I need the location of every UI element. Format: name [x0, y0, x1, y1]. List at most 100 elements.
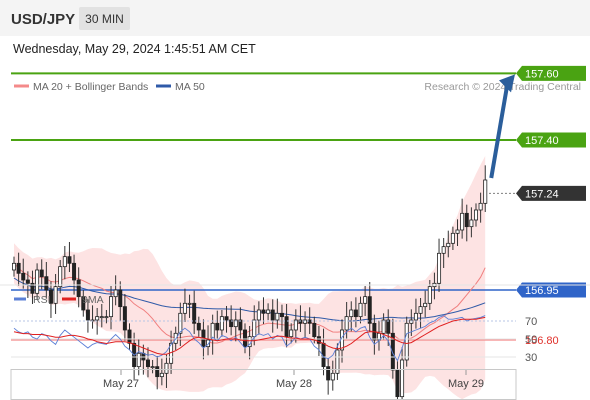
candle-body [303, 319, 308, 324]
candle [118, 281, 123, 322]
rsi-legend-label: RSI [33, 294, 51, 306]
datetime-label: Wednesday, May 29, 2024 1:45:51 AM CET [13, 42, 256, 56]
candle [39, 259, 44, 290]
candle [238, 307, 243, 341]
candle-body [381, 319, 386, 334]
candle [335, 343, 340, 380]
candle-body [418, 306, 423, 314]
candle-body [196, 322, 201, 331]
candle-body [62, 256, 67, 268]
candle-body [349, 309, 354, 318]
candle-body [206, 339, 211, 348]
candle-body [35, 269, 40, 294]
candle [284, 303, 289, 348]
candle [469, 207, 474, 238]
level-label-157-40: 157.40 [525, 135, 559, 147]
candle-body [256, 309, 261, 321]
candle-body [469, 219, 474, 228]
interval-badge[interactable] [79, 7, 130, 30]
candle [48, 281, 53, 318]
candle-body [164, 362, 169, 374]
candle [215, 310, 220, 341]
candle-body [441, 246, 446, 254]
candle [182, 288, 187, 322]
candle [450, 226, 455, 250]
candle [279, 304, 284, 332]
candle [256, 301, 261, 335]
candle [464, 204, 469, 242]
candle-body [386, 319, 391, 334]
bollinger-bands [14, 156, 486, 400]
candle [349, 301, 354, 332]
candle [307, 307, 312, 334]
arrow-head [499, 74, 515, 93]
candle-body [266, 309, 271, 314]
candle [367, 281, 372, 332]
candle [423, 290, 428, 318]
level-label-157-24: 157.24 [525, 188, 559, 200]
candle-body [229, 319, 234, 328]
candle [437, 238, 442, 292]
candle-body [464, 212, 469, 228]
candle-body [67, 256, 72, 264]
candle-body [76, 279, 81, 298]
candle [150, 359, 155, 374]
candle [441, 237, 446, 268]
candle [376, 320, 381, 351]
candle [330, 360, 335, 391]
candle [99, 303, 104, 328]
candle [418, 297, 423, 328]
candle-body [72, 262, 77, 281]
bollinger-band-area [14, 156, 486, 400]
candle-body [25, 279, 30, 284]
level-label-156-95: 156.95 [525, 285, 559, 297]
candle [11, 256, 16, 277]
candle [326, 357, 331, 395]
candle-body [95, 316, 100, 321]
candle-body [404, 322, 409, 361]
candle [266, 303, 271, 320]
candle-body [483, 179, 488, 204]
level-label-157-60: 157.60 [525, 68, 559, 80]
candle-body [455, 229, 460, 234]
candle [122, 293, 127, 341]
candle-body [293, 319, 298, 331]
candle [16, 252, 21, 286]
candle [109, 285, 114, 330]
x-tick-label: May 28 [276, 378, 312, 390]
candle-body [400, 359, 405, 398]
candle-body [326, 366, 331, 381]
candle-body [312, 322, 317, 338]
candle-body [53, 286, 58, 304]
candle [386, 309, 391, 346]
candle-body [150, 366, 155, 369]
x-tick-label: May 29 [448, 378, 484, 390]
candle [219, 309, 224, 337]
candle-body [242, 329, 247, 348]
candle [85, 299, 90, 333]
interval-label: 30 MIN [85, 12, 124, 26]
candle [233, 311, 238, 342]
candle-body [344, 316, 349, 331]
candle [155, 355, 160, 390]
candle-body [353, 309, 358, 318]
candle-body [450, 232, 455, 244]
candle-body [58, 266, 63, 288]
symbol-title: USD/JPY [11, 11, 75, 28]
candle [478, 192, 483, 223]
candle-body [423, 302, 428, 308]
candle-body [21, 272, 26, 281]
candle [358, 296, 363, 324]
candle-body [159, 372, 164, 378]
arrow-shaft [489, 86, 509, 179]
candle [446, 230, 451, 258]
candle-body [330, 372, 335, 381]
candle-body [48, 289, 53, 304]
candle-body [413, 312, 418, 321]
candle [35, 263, 40, 300]
rsi-ma9-line [13, 316, 486, 355]
candle [460, 198, 465, 239]
candle-body [155, 366, 160, 378]
candle-body [122, 306, 127, 331]
candle [145, 347, 150, 378]
